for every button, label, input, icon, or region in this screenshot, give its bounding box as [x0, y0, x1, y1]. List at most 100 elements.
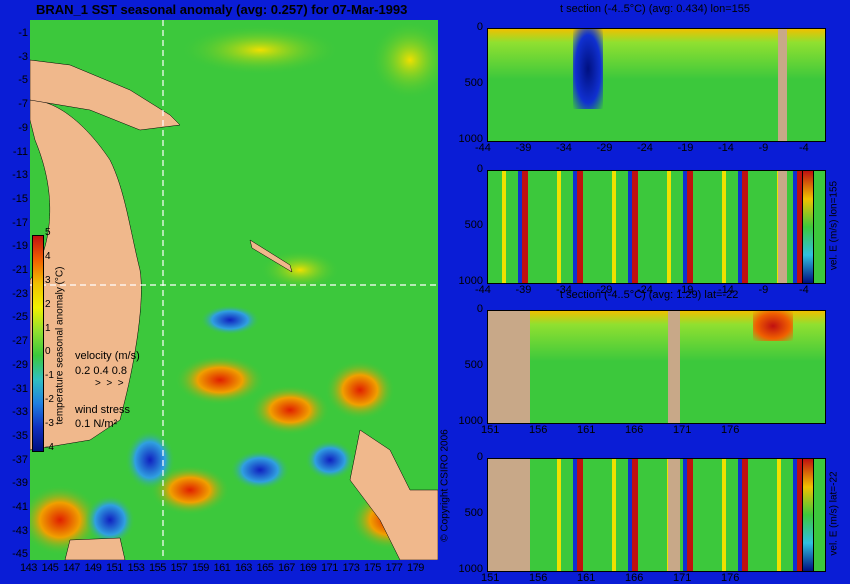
section-x-tick: -29 — [596, 284, 613, 296]
wind-legend-value: 0.1 N/m² — [75, 418, 118, 430]
lat-tick: -17 — [12, 216, 28, 229]
sst-map: 5 4 3 2 1 0 -1 -2 -3 -4 temperature seasonal anom… — [30, 20, 438, 560]
lon-tick: 169 — [299, 562, 317, 574]
lon-tick: 155 — [149, 562, 166, 574]
lat-tick: -39 — [12, 477, 28, 490]
cold-anomaly — [573, 29, 603, 109]
colorbar-tick: 2 — [45, 298, 51, 310]
lat-axis: -1 -3 -5 -7 -9 -11 -13 -15 -17 -19 -21 -23 -25 -27 -29… — [0, 20, 30, 560]
lon-axis: 143 145 147 149 151 153 155 157 159 161 163 165 167 1… — [20, 562, 450, 577]
lat-tick: -7 — [18, 98, 28, 111]
map-title: BRAN_1 SST seasonal anomaly (avg: 0.257)… — [36, 2, 408, 17]
depth-tick: 0 — [476, 451, 483, 463]
lat-tick: -33 — [12, 406, 28, 419]
lat-tick: -13 — [12, 169, 28, 182]
depth-tick: 500 — [464, 219, 483, 231]
velocity-colorbar — [802, 458, 814, 572]
depth-tick: 500 — [464, 77, 483, 89]
velocity-legend-values: 0.2 0.4 0.8 — [75, 365, 127, 377]
section-x-tick: -39 — [515, 284, 532, 296]
section-x-tick: 166 — [625, 424, 644, 436]
velocity-legend-title: velocity (m/s) — [75, 350, 140, 362]
lat-tick: -41 — [12, 501, 28, 513]
lon-tick: 143 — [20, 562, 37, 574]
wind-legend-title: wind stress — [75, 404, 131, 416]
section-x-tick: 176 — [721, 424, 740, 436]
section-plot — [487, 310, 826, 424]
lon-tick: 171 — [321, 562, 338, 574]
colorbar-tick: -2 — [45, 394, 54, 406]
lat-tick: -37 — [12, 453, 28, 466]
depth-tick: 1000 — [458, 275, 483, 287]
lat-tick: -27 — [12, 335, 28, 348]
section-x-tick: 156 — [529, 572, 548, 584]
section-x-tick: -9 — [758, 284, 769, 296]
colorbar-tick: 3 — [45, 274, 51, 286]
section-x-tick: -39 — [515, 142, 532, 154]
lon-tick: 149 — [84, 562, 102, 574]
depth-tick: 0 — [476, 303, 483, 315]
velocity-arrows-icon: > > > — [95, 378, 124, 389]
lon-tick: 163 — [235, 562, 252, 574]
lon-tick: 179 — [407, 562, 424, 574]
copyright: © Copyright CSIRO 2006 — [439, 429, 451, 542]
section-plot — [487, 458, 826, 572]
lon-tick: 167 — [278, 562, 295, 574]
section-x-tick: -9 — [758, 142, 769, 154]
land-mask — [668, 459, 680, 571]
section-x-tick: -19 — [677, 284, 694, 296]
lon-tick: 145 — [41, 562, 59, 574]
depth-tick: 500 — [464, 359, 483, 371]
depth-tick: 0 — [476, 21, 483, 33]
lon-tick: 159 — [192, 562, 209, 574]
lat-tick: -11 — [12, 145, 28, 158]
land-mask — [778, 171, 787, 283]
section-x-tick: -24 — [637, 284, 653, 296]
section-x-tick: 156 — [529, 424, 548, 436]
lon-tick: 161 — [213, 562, 231, 574]
lat-tick: -19 — [12, 240, 28, 253]
depth-tick: 1000 — [458, 133, 483, 145]
lon-tick: 175 — [364, 562, 381, 574]
lat-tick: -3 — [18, 50, 28, 63]
velocity-colorbar — [802, 170, 814, 284]
section-x-tick: -34 — [556, 284, 572, 296]
lon-tick: 151 — [106, 562, 123, 574]
lon-tick: 153 — [127, 562, 145, 574]
section-x-tick: -24 — [637, 142, 653, 154]
section-x-tick: -4 — [799, 142, 809, 154]
section-x-tick: 161 — [577, 572, 596, 584]
lon-tick: 173 — [342, 562, 360, 574]
lat-tick: -35 — [12, 429, 28, 442]
lat-tick: -9 — [18, 121, 28, 134]
lat-tick: -45 — [12, 548, 28, 561]
section-x-tick: -44 — [475, 142, 491, 154]
lon-tick: 177 — [385, 562, 403, 574]
section-x-tick: 166 — [625, 572, 644, 584]
section-x-tick: -14 — [718, 142, 734, 154]
section-x-tick: 171 — [673, 572, 692, 584]
colorbar — [32, 235, 44, 452]
depth-tick: 500 — [464, 507, 483, 519]
lat-tick: -23 — [12, 287, 28, 300]
land-mask — [668, 311, 680, 423]
colorbar-tick: -4 — [45, 442, 54, 453]
land-mask — [488, 459, 530, 571]
lon-tick: 165 — [256, 562, 274, 574]
lat-tick: -29 — [12, 358, 28, 371]
section-x-tick: 171 — [673, 424, 692, 436]
lat-tick: -31 — [12, 382, 28, 395]
colorbar-tick: 1 — [45, 322, 51, 334]
section-x-tick: 176 — [721, 572, 740, 584]
section-x-tick: 161 — [577, 424, 596, 436]
colorbar-tick: -1 — [45, 370, 54, 382]
section-x-tick: 151 — [481, 572, 500, 584]
colorbar-tick: 0 — [45, 346, 51, 358]
colorbar-ticks: 5 4 3 2 1 0 -1 -2 -3 -4 — [45, 227, 59, 453]
depth-tick: 1000 — [458, 563, 483, 575]
lat-tick: -15 — [12, 192, 28, 205]
lon-tick: 147 — [63, 562, 80, 574]
warm-anomaly — [753, 311, 793, 341]
section-plot — [487, 28, 826, 142]
velocity-side-label: vel. E (m/s) lon=155 — [828, 180, 840, 271]
